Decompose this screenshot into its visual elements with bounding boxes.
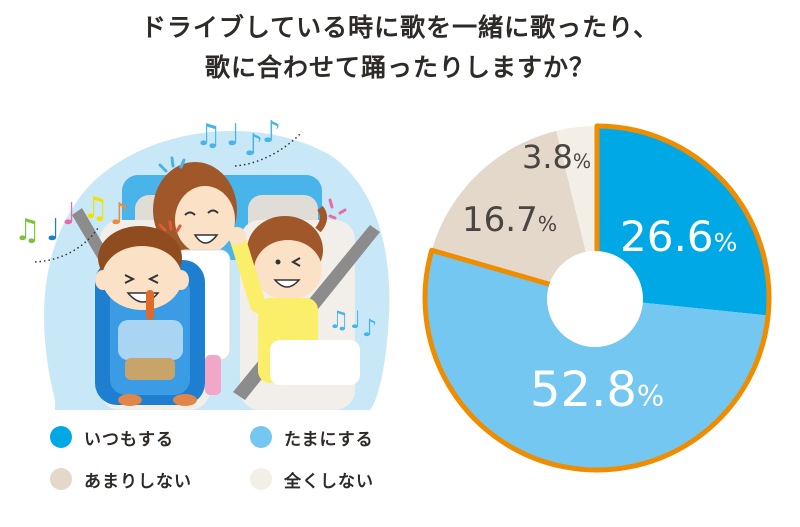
slice-rarely: [431, 130, 597, 298]
legend-item-rarely: あまりしない: [50, 467, 192, 492]
svg-text:♪: ♪: [362, 314, 377, 342]
legend-label: あまりしない: [84, 471, 192, 492]
pct-label: 52.8%: [530, 362, 664, 418]
legend-swatch: [50, 468, 72, 490]
chart-title: ドライブしている時に歌を一緒に歌ったり、 歌に合わせて踊ったりしますか？: [0, 8, 800, 88]
boy-body: [118, 320, 183, 360]
svg-text:♩: ♩: [350, 306, 361, 334]
legend-swatch: [250, 426, 272, 448]
legend-item-always: いつもする: [50, 425, 174, 450]
legend-label: 全くしない: [284, 471, 374, 492]
music-notes-icon: ♫ ♩ ♩ ♫ ♪ ♫ ♩ ♪ ♪ ♫ ♩ ♪: [14, 115, 377, 342]
pct-value: 3.8: [522, 138, 573, 176]
pct-symbol: %: [537, 212, 558, 236]
legend-swatch: [50, 426, 72, 448]
pct-label: 26.6%: [620, 212, 737, 261]
svg-text:♫: ♫: [82, 191, 109, 226]
girl-face: [254, 240, 322, 300]
svg-text:♫: ♫: [328, 306, 350, 334]
legend-label: いつもする: [84, 429, 174, 450]
pct-symbol: %: [713, 228, 738, 257]
pct-label: 3.8%: [522, 138, 591, 176]
pct-symbol: %: [636, 379, 665, 413]
white-panel: [270, 340, 360, 385]
highlight-border: [422, 123, 772, 473]
svg-text:♩: ♩: [226, 118, 240, 153]
title-line-1: ドライブしている時に歌を一緒に歌ったり、: [140, 13, 660, 42]
legend: いつもする たまにする あまりしない 全くしない: [50, 425, 410, 495]
donut-hole: [547, 251, 643, 347]
legend-item-never: 全くしない: [250, 467, 374, 492]
legend-item-sometimes: たまにする: [250, 425, 374, 450]
mother-face: [175, 186, 235, 254]
svg-text:♪: ♪: [262, 115, 281, 150]
pct-value: 26.6: [620, 212, 714, 261]
family-singing-illustration: ♫ ♩ ♩ ♫ ♪ ♫ ♩ ♪ ♪ ♫ ♩ ♪: [14, 115, 390, 410]
pct-value: 16.7: [462, 200, 538, 240]
legend-swatch: [250, 468, 272, 490]
svg-text:♪: ♪: [244, 128, 263, 163]
title-line-2: 歌に合わせて踊ったりしますか？: [204, 53, 595, 82]
pct-value: 52.8: [530, 362, 637, 418]
svg-text:♫: ♫: [14, 213, 41, 248]
boy-face: [102, 246, 182, 310]
pct-symbol: %: [572, 150, 592, 173]
svg-text:♫: ♫: [195, 118, 222, 153]
slice-sometimes: [425, 250, 769, 470]
microphone: [146, 290, 154, 320]
svg-text:♩: ♩: [46, 213, 60, 248]
svg-text:♪: ♪: [110, 197, 129, 232]
slice-always: [597, 126, 770, 316]
legend-label: たまにする: [284, 429, 374, 450]
pct-label: 16.7%: [462, 200, 557, 240]
svg-text:♩: ♩: [62, 197, 76, 232]
